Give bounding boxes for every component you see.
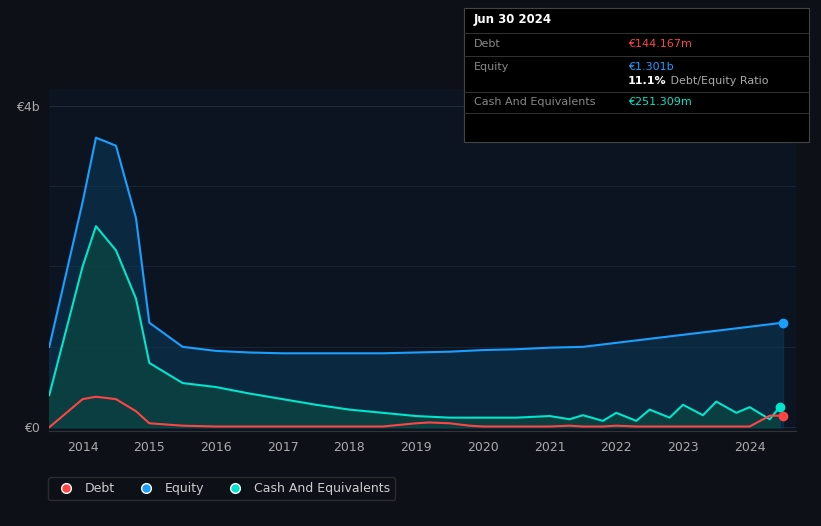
- Text: Debt: Debt: [474, 39, 501, 49]
- Text: €251.309m: €251.309m: [628, 97, 692, 107]
- Text: Cash And Equivalents: Cash And Equivalents: [474, 97, 595, 107]
- Text: Jun 30 2024: Jun 30 2024: [474, 13, 552, 26]
- Text: €1.301b: €1.301b: [628, 62, 674, 72]
- Text: Debt/Equity Ratio: Debt/Equity Ratio: [667, 76, 769, 86]
- Text: €144.167m: €144.167m: [628, 39, 692, 49]
- Text: 11.1%: 11.1%: [628, 76, 667, 86]
- Text: Equity: Equity: [474, 62, 509, 72]
- Legend: Debt, Equity, Cash And Equivalents: Debt, Equity, Cash And Equivalents: [48, 477, 395, 500]
